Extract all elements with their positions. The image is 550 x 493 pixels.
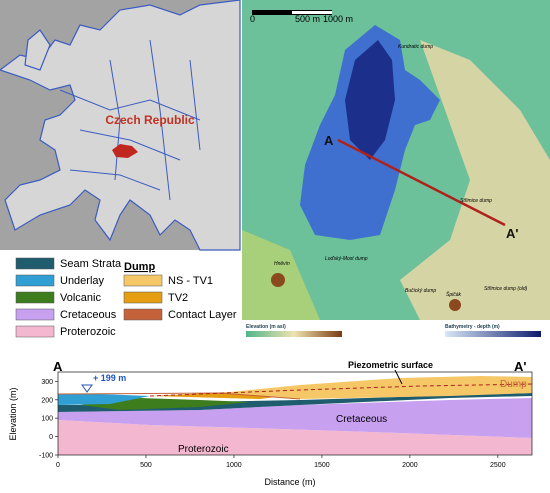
profile-end: A' bbox=[506, 226, 518, 241]
profile-line bbox=[337, 138, 506, 227]
colorbar bbox=[445, 331, 541, 337]
colorbar-title: Bathymetry - depth (m) bbox=[445, 324, 500, 330]
borders bbox=[59, 39, 201, 201]
place: Kundratic dump bbox=[398, 44, 433, 50]
lake-level: + 199 m bbox=[93, 373, 126, 383]
europe-map: Czech Republic bbox=[0, 0, 241, 251]
hill-hnevin bbox=[271, 273, 285, 287]
legend-swatch bbox=[15, 308, 55, 321]
place: Střimice dump bbox=[460, 198, 492, 204]
legend-swatch bbox=[123, 274, 163, 287]
colorbar bbox=[246, 331, 342, 337]
x-tick-label: 1000 bbox=[226, 462, 242, 469]
legend-label: Seam Strata bbox=[60, 258, 122, 270]
cross-section: A A' + 199 m Piezometric surface Dump Cr… bbox=[8, 359, 533, 487]
x-tick-label: 2000 bbox=[402, 462, 418, 469]
legend-label: Underlay bbox=[60, 275, 105, 287]
scale-label: 0 bbox=[250, 14, 255, 24]
place: Střimice dump (old) bbox=[484, 286, 528, 292]
legend-label: TV2 bbox=[168, 292, 188, 304]
y-tick-label: 0 bbox=[49, 434, 53, 441]
legend-label: Volcanic bbox=[60, 292, 101, 304]
piezometric-line bbox=[149, 383, 533, 397]
plot-frame bbox=[57, 371, 533, 456]
y-axis-label: Elevation (m) bbox=[8, 387, 18, 440]
place: Hněvín bbox=[274, 261, 290, 267]
legend-swatch bbox=[15, 257, 55, 270]
legend-label: Proterozoic bbox=[60, 326, 116, 338]
scale-bar-half bbox=[292, 11, 332, 14]
country-label: Czech Republic bbox=[105, 113, 195, 127]
island bbox=[24, 29, 51, 71]
y-tick-label: -100 bbox=[39, 453, 53, 460]
site-map: 0 500 m 1000 m A A' Střimice dump Loďský… bbox=[242, 0, 550, 348]
y-tick-label: 100 bbox=[41, 416, 53, 423]
czech-republic bbox=[112, 144, 138, 158]
legend-swatch bbox=[123, 291, 163, 304]
legend-swatch bbox=[15, 291, 55, 304]
legend-swatch bbox=[15, 274, 55, 287]
y-tick-label: 300 bbox=[41, 379, 53, 386]
legend-swatch bbox=[123, 308, 163, 321]
legend-label: NS - TV1 bbox=[168, 275, 213, 287]
proterozoic bbox=[58, 420, 532, 455]
legend: Dump Seam Strata Underlay Volcanic Cretaceo… bbox=[15, 257, 237, 338]
legend-label: Cretaceous bbox=[60, 309, 117, 321]
legend-title: Dump bbox=[124, 261, 155, 273]
y-tick-label: 200 bbox=[41, 397, 53, 404]
legend-label: Contact Layer bbox=[168, 309, 237, 321]
piezometric-label: Piezometric surface bbox=[348, 360, 433, 370]
section-end: A' bbox=[514, 359, 526, 374]
pointer bbox=[394, 369, 403, 385]
scale-label: 1000 m bbox=[323, 14, 353, 24]
place: Bučický dump bbox=[405, 288, 436, 294]
lake-deep bbox=[345, 40, 395, 160]
x-tick-label: 0 bbox=[56, 462, 60, 469]
water-level bbox=[81, 384, 93, 393]
place: Špičák bbox=[446, 291, 462, 298]
section-start: A bbox=[53, 359, 63, 374]
underlay bbox=[58, 394, 150, 405]
dump-label: Dump bbox=[500, 379, 527, 390]
x-tick-label: 500 bbox=[140, 462, 152, 469]
legend-swatch bbox=[15, 325, 55, 338]
cretaceous-label: Cretaceous bbox=[336, 414, 387, 425]
x-axis-label: Distance (m) bbox=[264, 477, 315, 487]
place: Loďský-Most dump bbox=[325, 256, 368, 262]
profile-start: A bbox=[324, 133, 334, 148]
colorbar-title: Elevation (m asl) bbox=[246, 324, 286, 330]
proterozoic-label: Proterozoic bbox=[178, 444, 229, 455]
scale-label: 500 m bbox=[295, 14, 320, 24]
hill-spicak bbox=[449, 299, 461, 311]
x-tick-label: 2500 bbox=[490, 462, 506, 469]
x-tick-label: 1500 bbox=[314, 462, 330, 469]
cretaceous bbox=[58, 398, 532, 438]
high-ground bbox=[400, 40, 550, 320]
